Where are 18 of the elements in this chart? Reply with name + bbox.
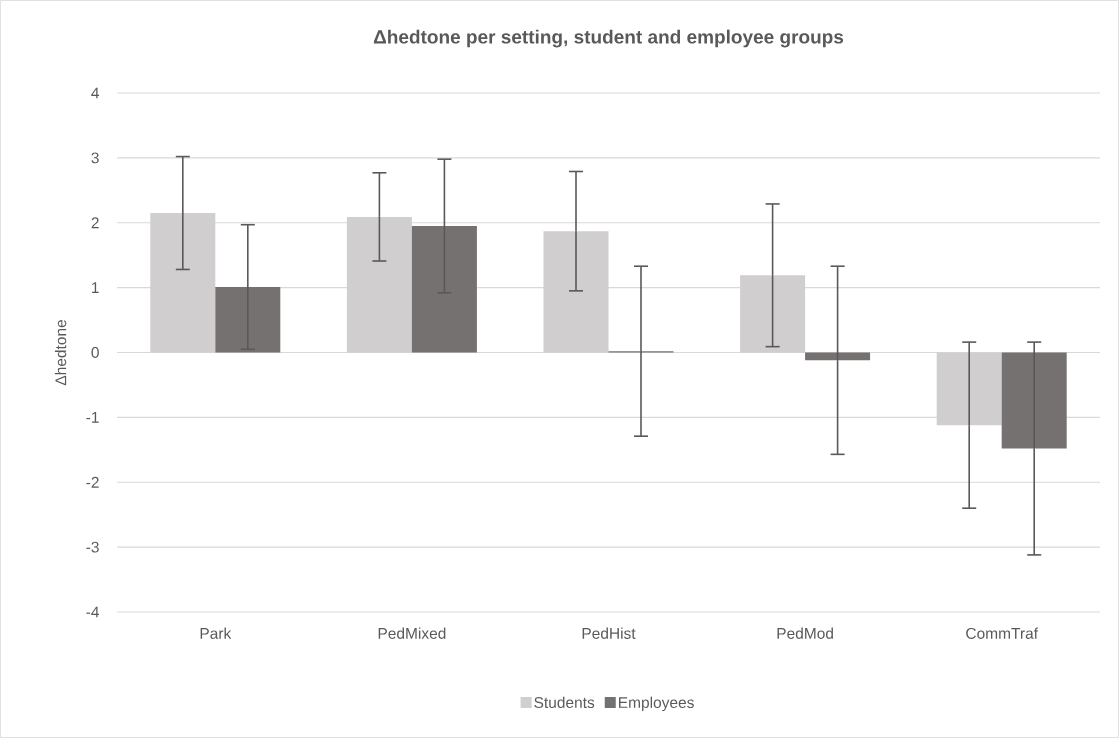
- legend-label: Employees: [619, 696, 694, 712]
- y-tick-label: 1: [92, 282, 99, 293]
- y-tick-label: 3: [91, 152, 99, 164]
- x-tick-label: Park: [200, 627, 232, 639]
- y-tick-label: 2: [91, 217, 99, 229]
- x-tick-label: CommTraf: [966, 627, 1039, 639]
- y-tick-label: -3: [86, 541, 99, 553]
- x-tick-label: PedHist: [582, 627, 636, 639]
- legend-label: Students: [534, 696, 595, 709]
- x-tick-label: PedMod: [777, 627, 833, 639]
- y-tick-label: -1: [86, 412, 99, 423]
- y-tick-label: 0: [91, 347, 99, 358]
- y-tick-label: -4: [86, 606, 100, 618]
- y-tick-label: -2: [86, 476, 99, 488]
- chart-title: Δhedtone per setting, student and employee groups: [373, 29, 844, 48]
- x-tick-label: PedMixed: [378, 627, 446, 639]
- y-axis-title: Δhedtone: [54, 319, 67, 386]
- y-tick-label: 4: [91, 87, 100, 99]
